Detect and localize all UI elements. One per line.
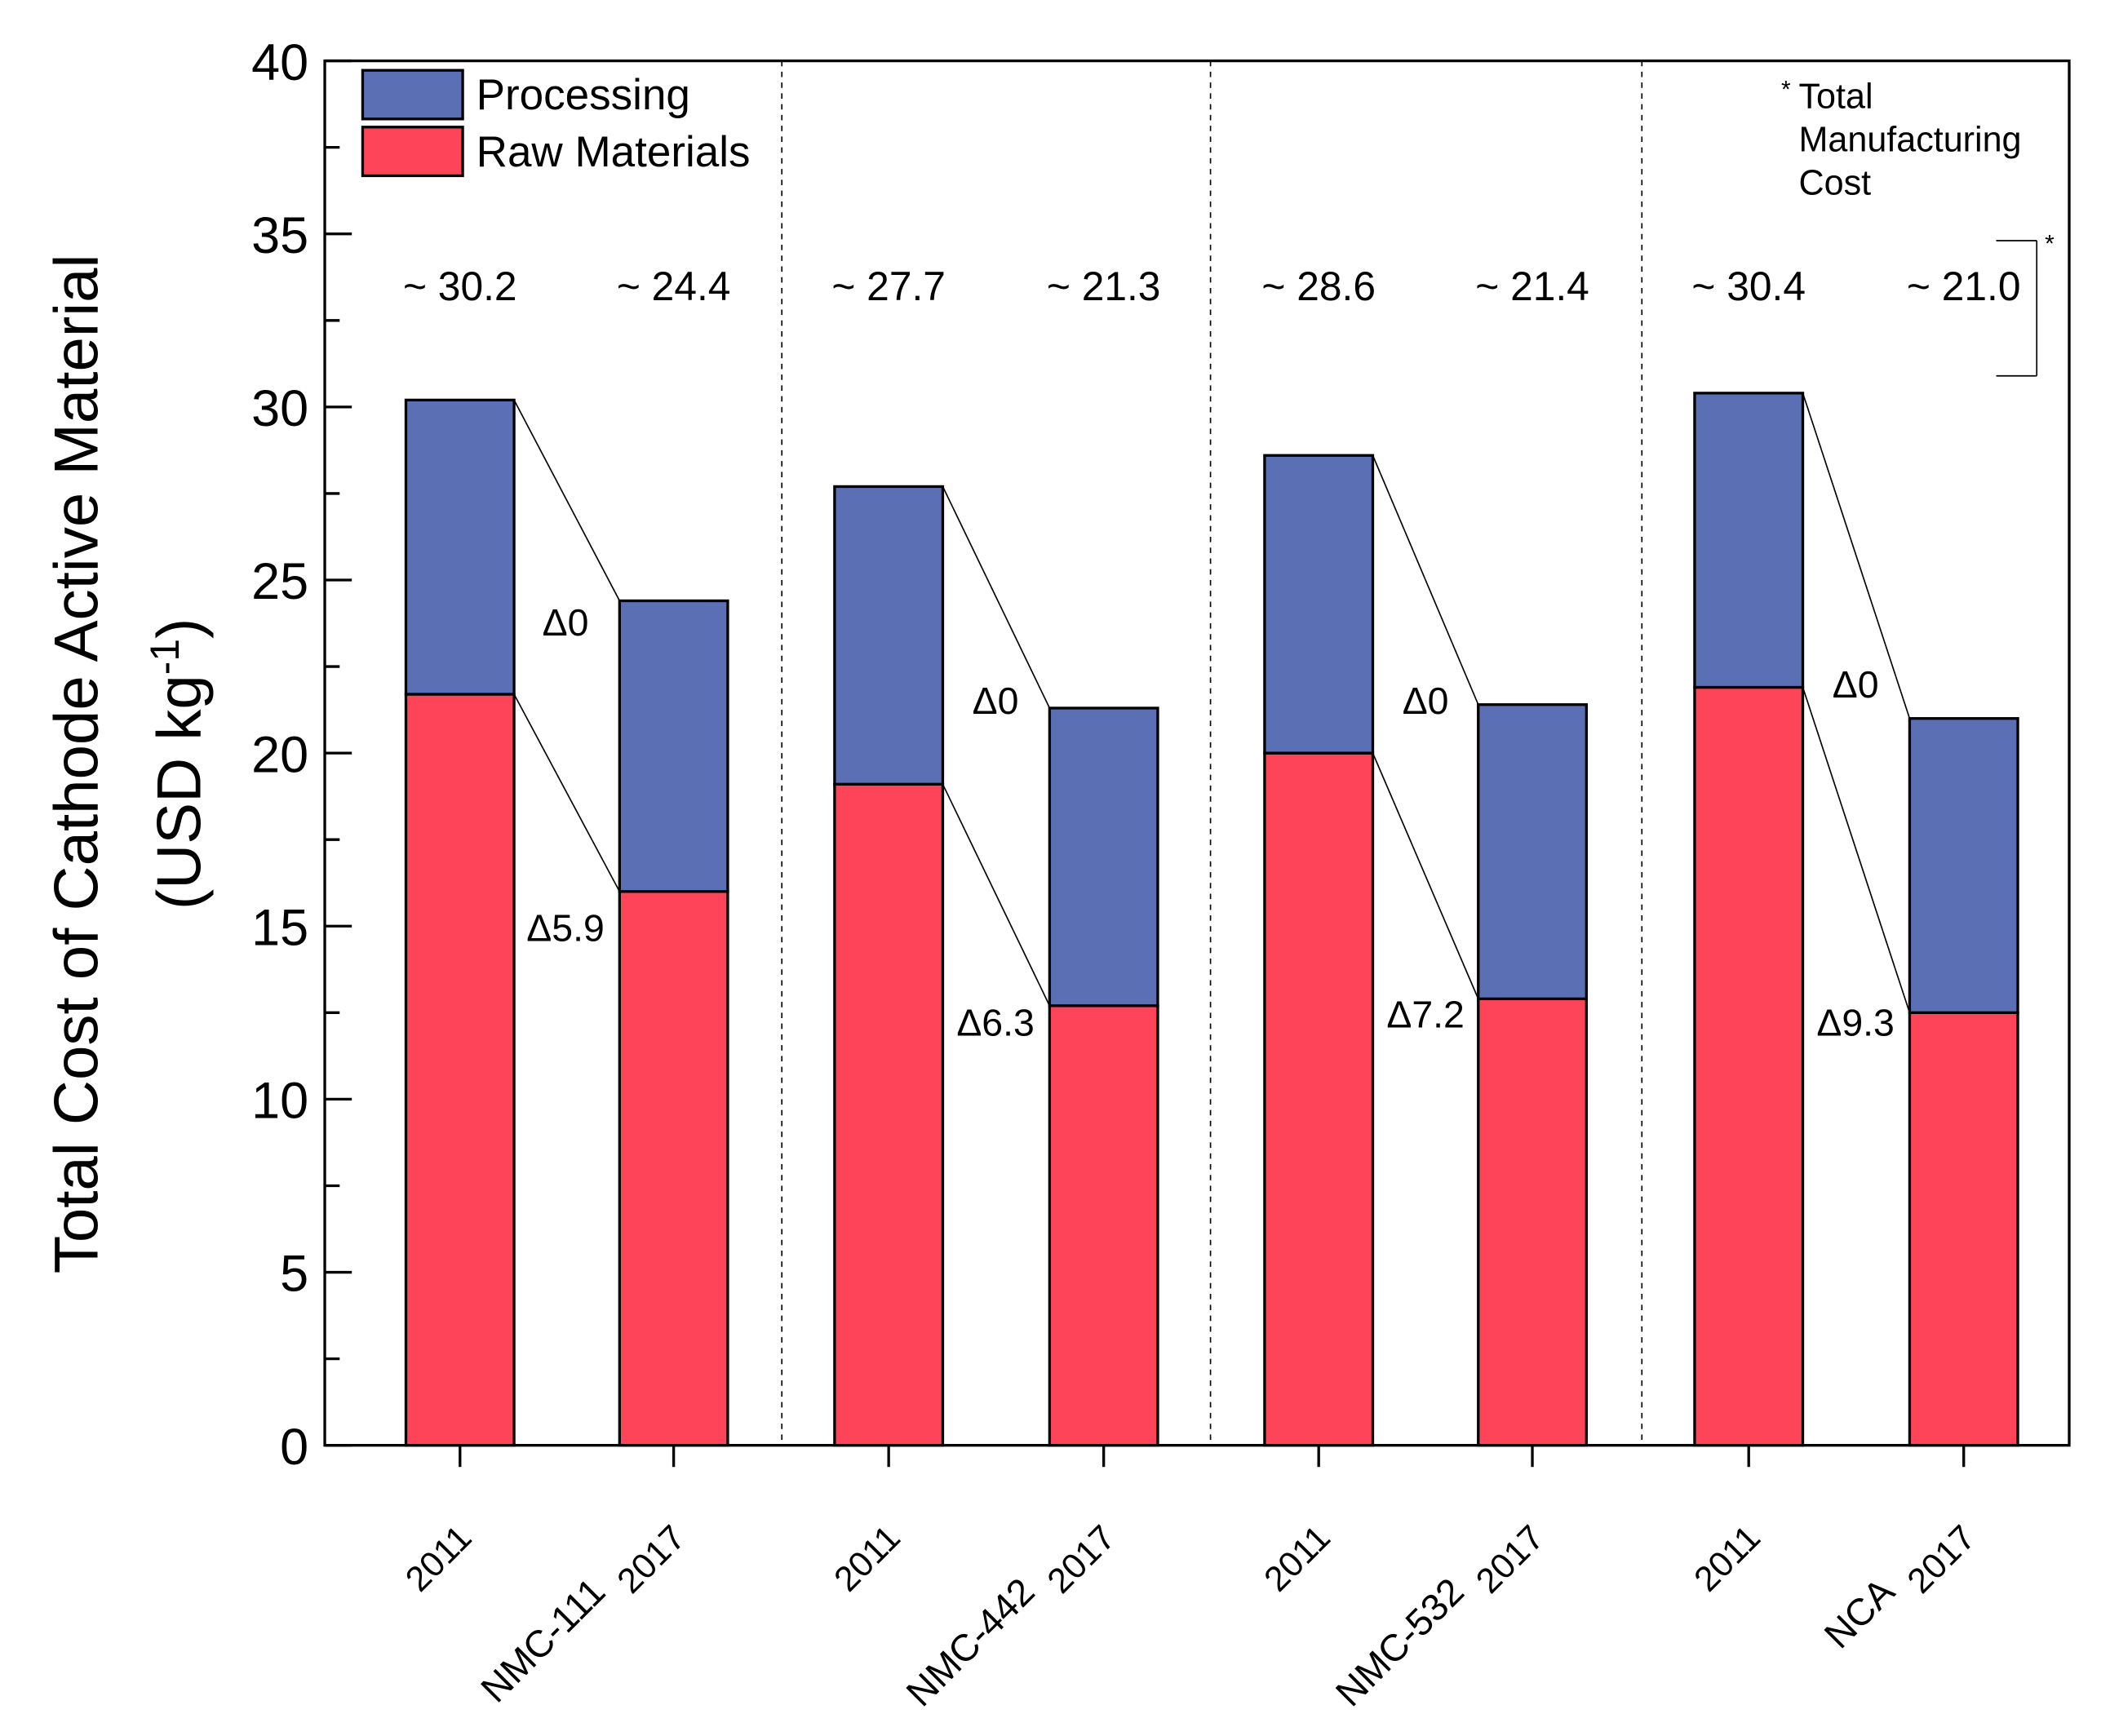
y-tick-label: 20 (251, 726, 308, 783)
plot-frame (323, 59, 2071, 1447)
total-label: ~ 28.6 (1261, 264, 1376, 309)
bar-segment (1048, 1004, 1159, 1447)
x-tick-label: 2011 (1687, 1518, 1767, 1599)
y-tick-label: 0 (280, 1419, 308, 1476)
y-unit-end: ) (145, 618, 215, 639)
y-tick-label: 10 (251, 1073, 308, 1130)
x-tick-label: 2017 (1900, 1518, 1984, 1601)
bar-segment (1048, 706, 1159, 1008)
connector (1372, 454, 1479, 706)
connector (1802, 687, 1911, 1013)
legend-label: Raw Materials (477, 128, 751, 176)
y-tick-label: 15 (251, 899, 308, 956)
bar-segment (833, 782, 945, 1447)
y-tick-label: 25 (251, 553, 308, 610)
x-tick-label: 2011 (398, 1518, 479, 1599)
delta-label: Δ6.3 (956, 1002, 1034, 1044)
total-label: ~ 24.4 (617, 264, 731, 309)
connector (513, 399, 621, 601)
x-tick-label: 2017 (610, 1518, 694, 1601)
delta-label: Δ0 (543, 601, 589, 644)
group-label: NMC-111 (472, 1570, 613, 1710)
connector (942, 486, 1051, 709)
bar-segment (1693, 685, 1805, 1447)
connector (942, 783, 1051, 1007)
delta-label: Δ9.3 (1816, 1002, 1894, 1044)
y-tick-label: 5 (280, 1246, 308, 1303)
legend-swatch (361, 126, 464, 178)
total-label: ~ 21.3 (1047, 264, 1161, 309)
connector (1372, 752, 1479, 999)
delta-label: Δ7.2 (1386, 994, 1464, 1036)
bar-segment (1693, 392, 1805, 689)
group-label: NMC-532 (1328, 1570, 1472, 1714)
connector (513, 693, 621, 892)
bar-segment (1477, 703, 1588, 1001)
total-label: ~ 21.0 (1907, 264, 2021, 309)
note-line: Manufacturing (1799, 121, 2022, 160)
bar-segment (1908, 1011, 2019, 1447)
total-label: ~ 30.4 (1691, 264, 1806, 309)
delta-label: Δ5.9 (526, 906, 604, 949)
delta-label: Δ0 (1403, 680, 1449, 722)
delta-label: Δ0 (1833, 663, 1879, 706)
y-unit-text: (USD kg (145, 675, 215, 910)
connector (1802, 392, 1911, 719)
note-marker: * (1781, 76, 1791, 103)
y-axis-label: Total Cost of Cathode Active Material (42, 255, 112, 1274)
note-line: Total (1799, 78, 1873, 117)
bar-segment (618, 599, 729, 893)
bar-segment (404, 398, 516, 696)
bar-segment (1263, 454, 1375, 755)
bar-segment (1477, 997, 1588, 1447)
y-tick-label: 40 (251, 34, 308, 91)
x-tick-label: 2011 (1257, 1518, 1337, 1599)
note-bracket (1996, 240, 2038, 377)
group-label: NCA (1816, 1570, 1903, 1656)
delta-label: Δ0 (973, 680, 1019, 722)
bar-segment (1908, 717, 2019, 1014)
group-label: NMC-442 (898, 1570, 1043, 1714)
bar-segment (404, 693, 516, 1447)
bar-segment (1263, 751, 1375, 1447)
y-tick-label: 30 (251, 380, 308, 437)
x-tick-label: 2017 (1040, 1518, 1124, 1601)
x-tick-label: 2011 (827, 1518, 907, 1599)
note-marker: * (2045, 230, 2055, 257)
total-label: ~ 27.7 (831, 264, 946, 309)
total-label: ~ 21.4 (1475, 264, 1589, 309)
y-tick-label: 35 (251, 207, 308, 264)
legend-label: Processing (477, 71, 690, 119)
total-label: ~ 30.2 (403, 264, 517, 309)
bar-segment (833, 485, 945, 786)
y-axis-unit: (USD kg-1) (142, 618, 215, 910)
note-line: Cost (1799, 164, 1872, 203)
x-tick-label: 2017 (1469, 1518, 1552, 1601)
legend-swatch (361, 69, 464, 121)
bar-segment (618, 890, 729, 1447)
y-unit-sup: -1 (142, 639, 188, 675)
